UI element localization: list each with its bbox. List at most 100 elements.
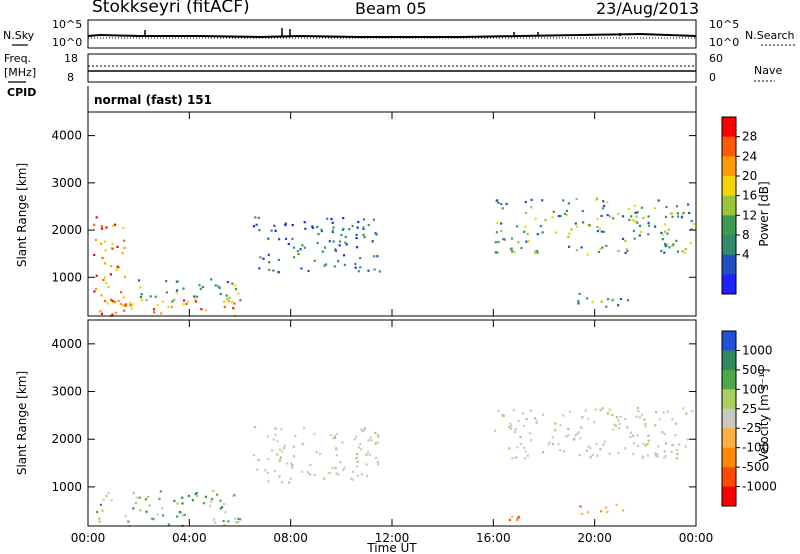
velocity-cell xyxy=(279,456,282,459)
velocity-cell xyxy=(670,450,673,453)
velocity-cell xyxy=(107,491,110,495)
power-cell xyxy=(372,218,375,221)
power-cell xyxy=(301,244,304,247)
power-cell xyxy=(687,203,690,206)
velocity-cell xyxy=(355,457,358,460)
power-cell xyxy=(129,304,132,307)
velocity-cell xyxy=(516,446,519,449)
velocity-cell xyxy=(353,438,356,441)
power-cell xyxy=(682,211,685,215)
power-cell xyxy=(667,228,670,231)
power-cell xyxy=(647,215,650,218)
velocity-cell xyxy=(337,473,340,476)
power-cell xyxy=(311,226,315,229)
velocity-cell xyxy=(239,518,242,521)
velocity-cell xyxy=(508,447,511,450)
power-cell xyxy=(104,262,107,265)
velocity-cell xyxy=(333,434,336,438)
power-cell xyxy=(101,256,104,260)
power-cell xyxy=(284,224,287,227)
power-cell xyxy=(348,228,351,231)
velocity-colorbar-tick-label: -500 xyxy=(742,460,769,474)
velocity-cell xyxy=(678,443,681,446)
power-cell xyxy=(607,298,610,301)
velocity-cell xyxy=(264,469,267,472)
power-cell xyxy=(297,253,300,256)
power-cell xyxy=(626,299,630,302)
velocity-cell xyxy=(132,507,135,510)
velocity-cell xyxy=(676,453,679,456)
velocity-colorbar-label: Velocity [m s⁻¹] xyxy=(757,368,771,461)
power-colorbar-band xyxy=(722,235,736,256)
velocity-cell xyxy=(288,481,291,484)
power-cell xyxy=(635,215,638,218)
velocity-cell xyxy=(671,443,674,447)
velocity-cell xyxy=(139,509,142,512)
velocity-cell xyxy=(611,414,614,417)
power-cell xyxy=(666,232,669,235)
power-cell xyxy=(541,231,544,234)
power-cell xyxy=(344,241,347,244)
velocity-cell xyxy=(279,458,282,461)
power-cell xyxy=(563,212,567,215)
velocity-cell xyxy=(351,478,354,481)
velocity-cell xyxy=(234,521,237,524)
velocity-cell xyxy=(608,408,611,411)
velocity-cell xyxy=(98,520,101,523)
velocity-colorbar-band xyxy=(722,331,736,351)
velocity-cell xyxy=(365,463,368,466)
power-cell xyxy=(104,249,107,252)
velocity-cell xyxy=(526,454,529,457)
velocity-colorbar-band xyxy=(722,486,736,507)
velocity-cell xyxy=(355,452,359,456)
velocity-cell xyxy=(684,445,687,448)
power-cell xyxy=(612,298,615,301)
velocity-cell xyxy=(674,434,677,437)
velocity-cell xyxy=(671,418,674,421)
velocity-cell xyxy=(101,509,104,512)
velocity-cell xyxy=(343,466,346,469)
power-cell xyxy=(344,235,347,239)
power-cell xyxy=(200,308,203,311)
power-cell xyxy=(103,240,107,243)
power-cell xyxy=(684,248,687,251)
velocity-cell xyxy=(655,411,658,414)
power-cell xyxy=(671,215,674,218)
power-cell xyxy=(574,222,577,225)
power-cell xyxy=(316,241,319,244)
power-cell xyxy=(268,261,271,264)
power-cell xyxy=(624,251,627,255)
velocity-cell xyxy=(336,432,339,436)
power-cell xyxy=(100,312,104,315)
power-cell xyxy=(517,241,520,244)
power-cell xyxy=(161,300,164,303)
velocity-cell xyxy=(508,518,511,521)
velocity-cell xyxy=(333,436,337,439)
power-cell xyxy=(93,290,96,293)
velocity-cell xyxy=(606,412,610,415)
velocity-cell xyxy=(637,410,640,413)
power-cell xyxy=(173,298,176,301)
velocity-cell xyxy=(195,492,198,495)
power-cell xyxy=(137,279,141,282)
velocity-cell xyxy=(181,496,184,499)
velocity-cell xyxy=(663,432,666,435)
velocity-cell xyxy=(654,452,657,455)
velocity-cell xyxy=(187,494,190,497)
velocity-cell xyxy=(517,515,520,518)
velocity-cell xyxy=(508,426,511,429)
power-cell xyxy=(182,303,185,306)
velocity-cell xyxy=(283,444,286,447)
power-cell xyxy=(631,219,634,222)
velocity-cell xyxy=(626,426,629,429)
power-cell xyxy=(225,294,228,297)
velocity-cell xyxy=(183,513,186,516)
nsky-trace xyxy=(87,32,697,39)
velocity-cell xyxy=(691,409,694,413)
power-cell xyxy=(516,225,519,228)
velocity-cell xyxy=(554,429,557,432)
velocity-xtick-label: 12:00 xyxy=(375,531,410,545)
velocity-cell xyxy=(145,510,148,513)
velocity-cell xyxy=(562,450,565,453)
velocity-cell xyxy=(548,441,551,444)
